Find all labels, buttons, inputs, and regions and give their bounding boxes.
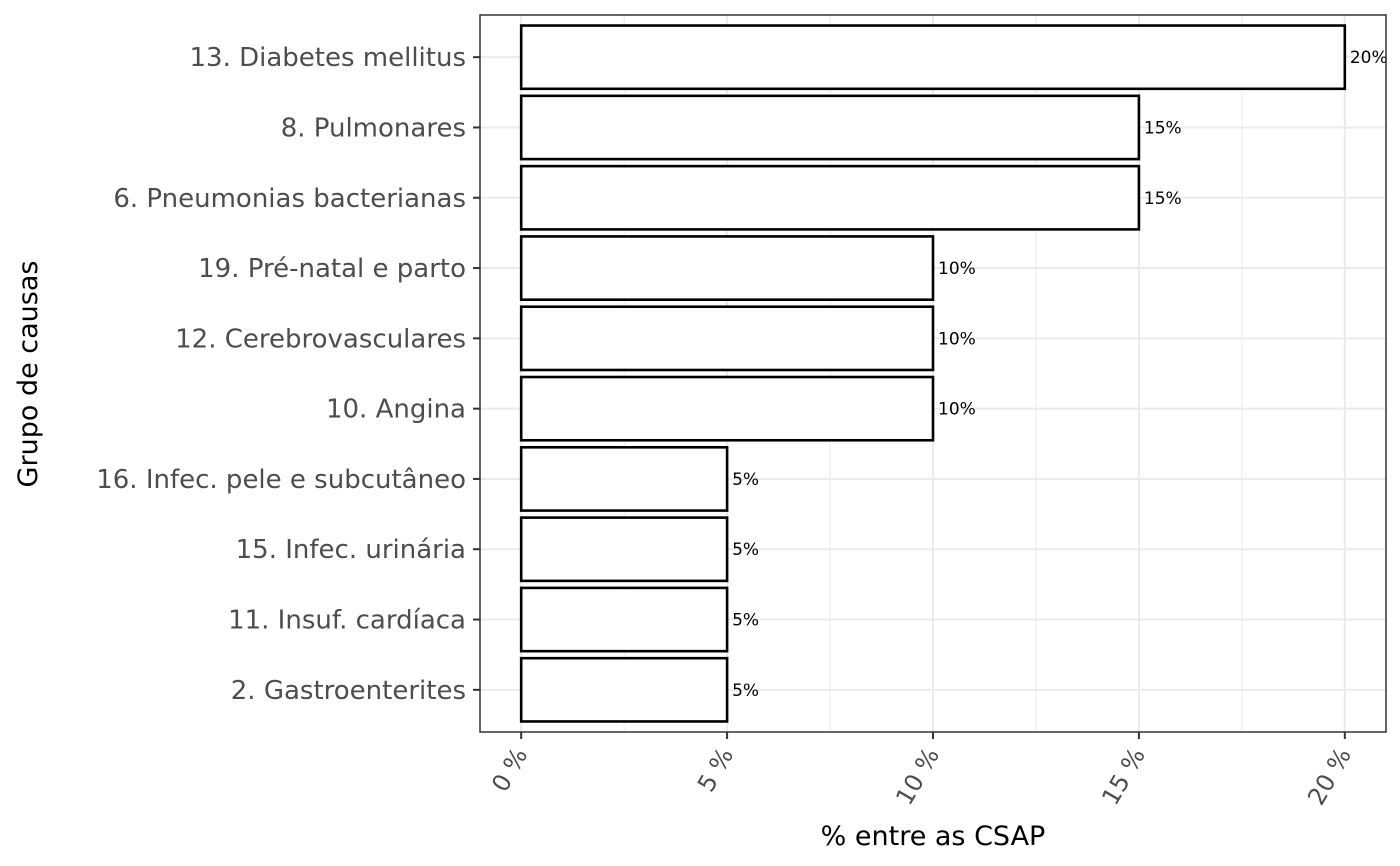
x-axis: 0 % 5 % 10 % 15 % 20 % <box>486 732 1357 810</box>
data-labels: 20% 15% 15% 10% 10% 10% 5% 5% 5% 5% <box>732 48 1388 701</box>
bar <box>519 516 729 583</box>
y-tick-label: 6. Pneumonias bacterianas <box>113 184 466 214</box>
bar <box>519 164 1141 231</box>
y-tick-label: 10. Angina <box>326 395 466 425</box>
data-label: 15% <box>1144 118 1182 138</box>
x-tick-label: 15 % <box>1096 743 1151 810</box>
data-label: 20% <box>1350 48 1388 68</box>
data-label: 5% <box>732 470 759 490</box>
bars <box>519 24 1347 723</box>
y-tick-label: 15. Infec. urinária <box>236 535 466 565</box>
x-tick-label: 20 % <box>1302 743 1357 810</box>
data-label: 5% <box>732 611 759 631</box>
bar <box>519 586 729 653</box>
bar <box>519 375 935 442</box>
x-tick-label: 5 % <box>692 743 739 797</box>
bar <box>519 24 1347 91</box>
y-tick-label: 12. Cerebrovasculares <box>175 324 466 354</box>
y-tick-label: 19. Pré-natal e parto <box>198 254 466 284</box>
data-label: 15% <box>1144 189 1182 209</box>
y-tick-label: 16. Infec. pele e subcutâneo <box>96 465 466 495</box>
bar <box>519 446 729 512</box>
bar <box>519 235 935 301</box>
data-label: 5% <box>732 540 759 560</box>
data-label: 10% <box>938 400 976 420</box>
y-tick-label: 2. Gastroenterites <box>231 676 466 706</box>
y-tick-label: 13. Diabetes mellitus <box>189 43 466 73</box>
y-axis-title: Grupo de causas <box>13 261 44 488</box>
x-tick-label: 0 % <box>486 743 533 797</box>
data-label: 10% <box>938 259 976 279</box>
data-label: 5% <box>732 681 759 701</box>
bar <box>519 94 1141 161</box>
y-tick-label: 8. Pulmonares <box>281 113 466 143</box>
x-tick-label: 10 % <box>890 743 945 810</box>
y-tick-label: 11. Insuf. cardíaca <box>228 606 466 636</box>
bar <box>519 656 729 723</box>
bar <box>519 305 935 372</box>
data-label: 10% <box>938 329 976 349</box>
y-axis: 13. Diabetes mellitus 8. Pulmonares 6. Pne… <box>96 43 480 706</box>
x-axis-title: % entre as CSAP <box>821 821 1046 852</box>
